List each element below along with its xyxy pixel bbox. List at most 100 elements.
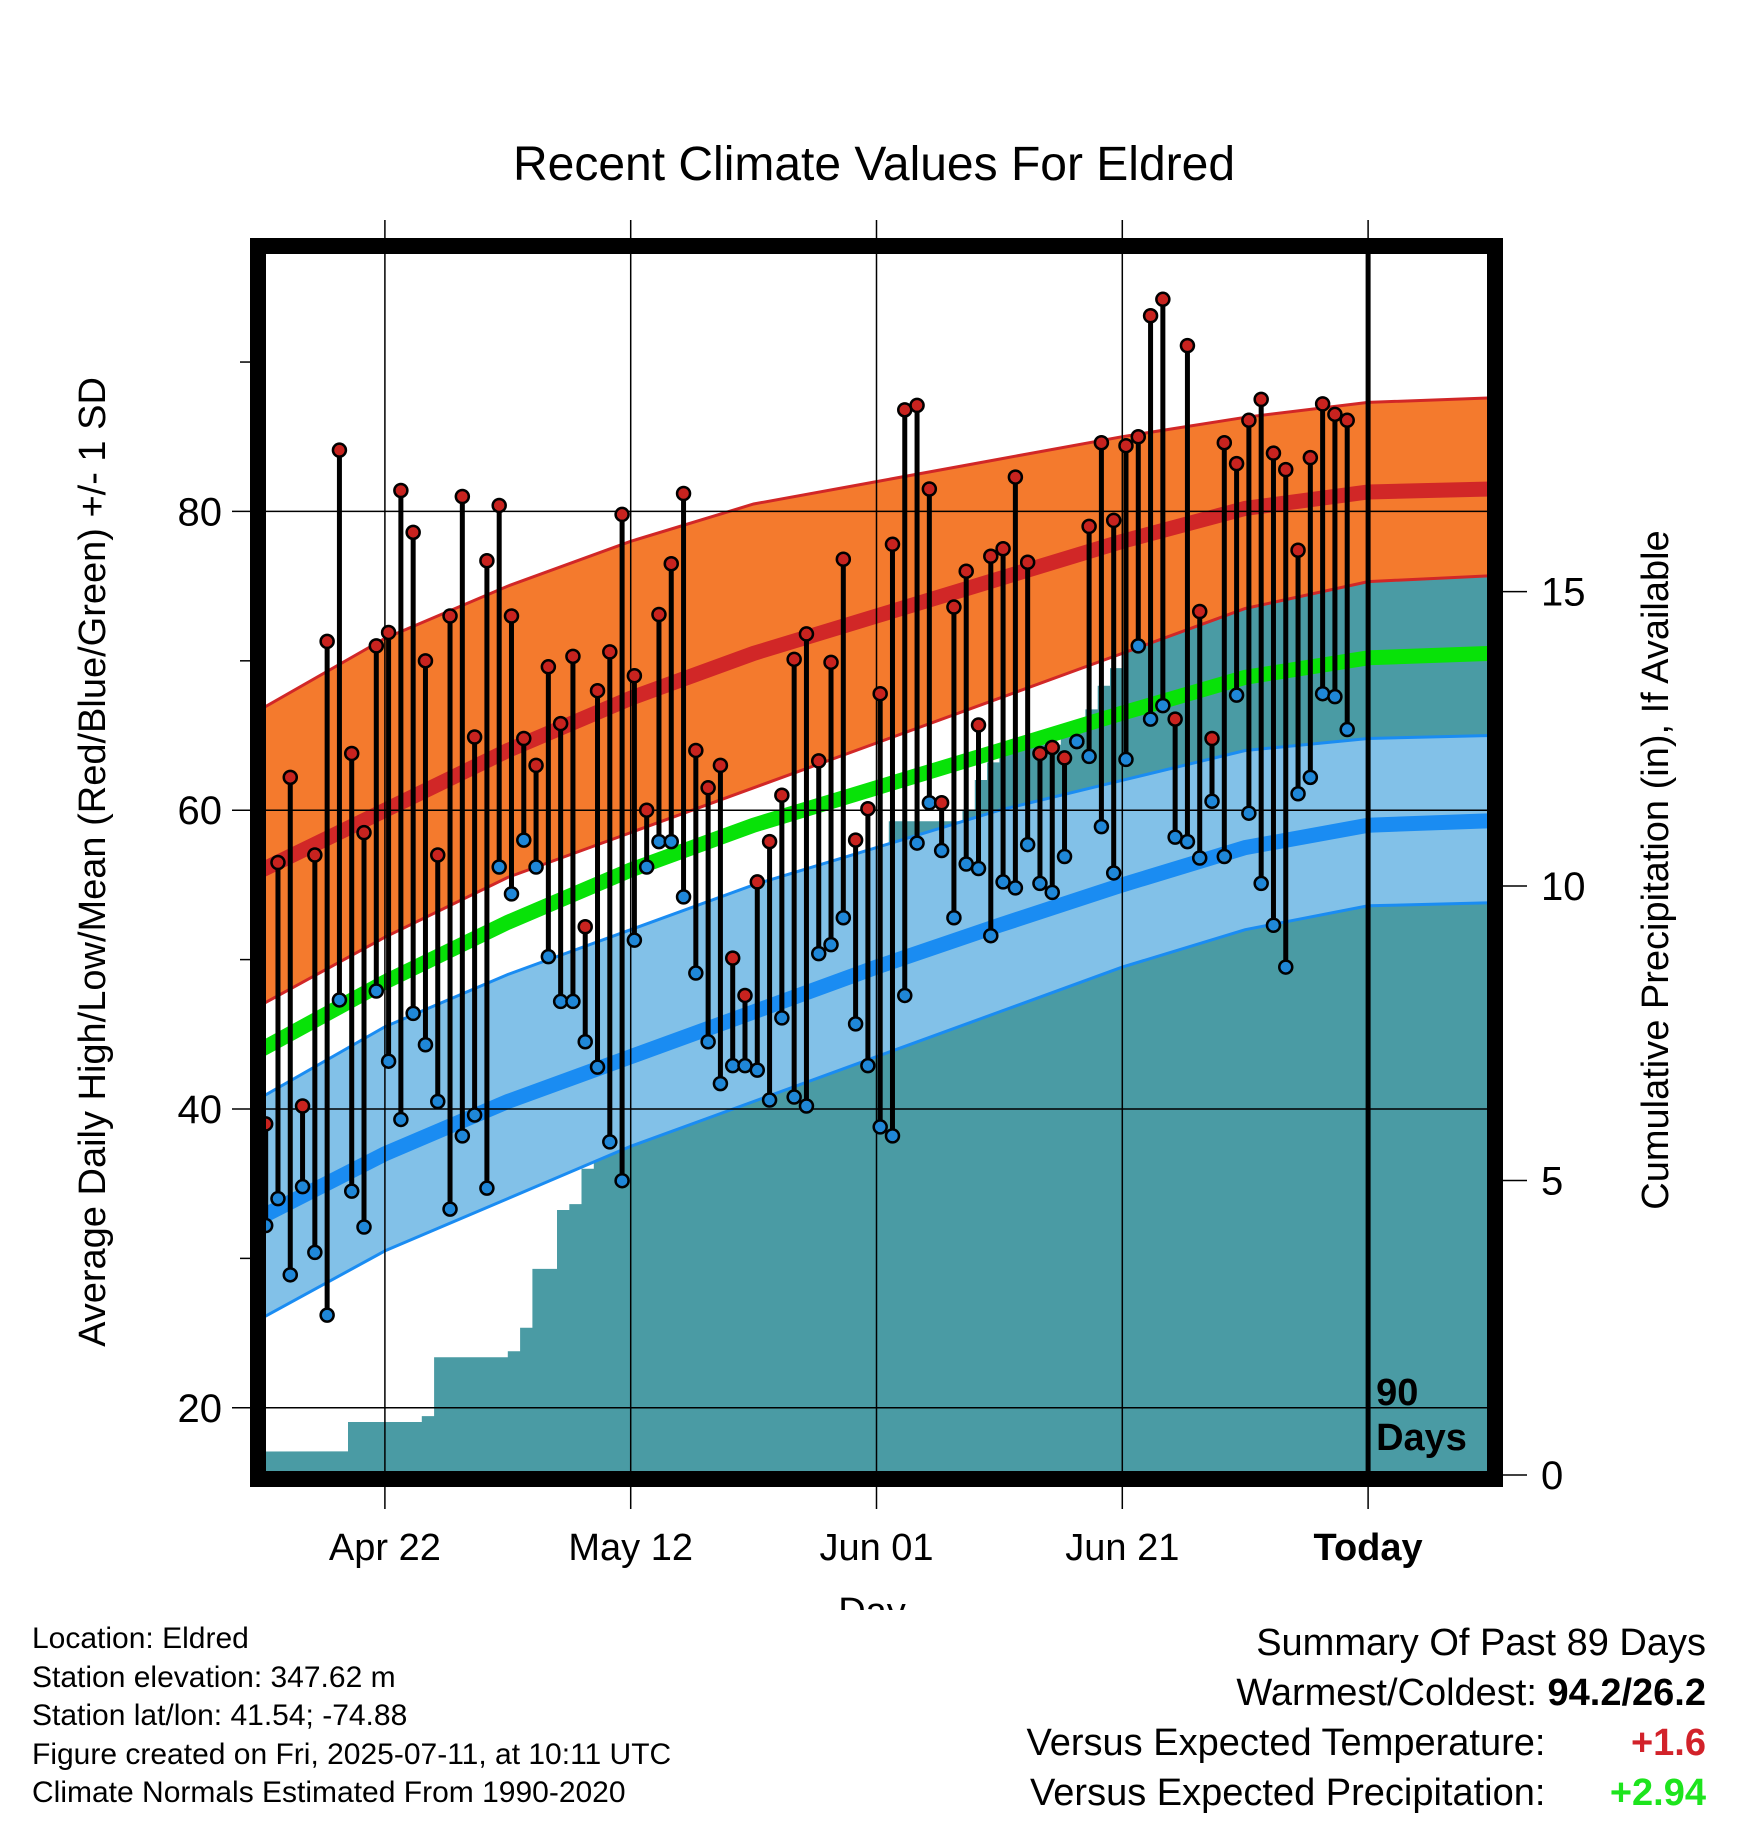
daily-low-point bbox=[688, 965, 704, 981]
daily-low-point bbox=[1019, 836, 1036, 853]
daily-low-point bbox=[1044, 884, 1060, 901]
daily-high-point bbox=[1241, 412, 1257, 429]
daily-low-point bbox=[872, 1119, 888, 1135]
climate-chart: Recent Climate Values For Eldred 90Days … bbox=[72, 138, 1677, 1610]
daily-low-point bbox=[774, 1010, 790, 1026]
daily-high-point bbox=[970, 717, 987, 733]
daily-high-point bbox=[798, 626, 815, 642]
daily-high-point bbox=[1179, 337, 1196, 354]
daily-low-point bbox=[528, 859, 544, 875]
daily-high-point bbox=[847, 832, 864, 848]
warm-cold-separator: / bbox=[1621, 1672, 1633, 1714]
daily-low-point bbox=[675, 889, 692, 905]
daily-high-point bbox=[749, 874, 766, 890]
daily-high-point bbox=[589, 682, 606, 699]
daily-low-point bbox=[1032, 875, 1048, 892]
daily-high-point bbox=[270, 854, 286, 871]
today-days-word: Days bbox=[1376, 1417, 1467, 1459]
daily-high-point bbox=[1130, 428, 1147, 445]
daily-low-point bbox=[331, 992, 348, 1008]
daily-low-point bbox=[847, 1016, 864, 1032]
plot-frame bbox=[250, 238, 1503, 1487]
daily-low-point bbox=[1093, 818, 1110, 835]
daily-high-point bbox=[1302, 449, 1319, 466]
daily-high-point bbox=[540, 659, 557, 675]
daily-low-point bbox=[294, 1178, 311, 1195]
daily-low-point bbox=[491, 859, 507, 875]
daily-high-point bbox=[1019, 554, 1036, 570]
daily-high-point bbox=[1265, 445, 1282, 461]
daily-low-point bbox=[1278, 959, 1294, 975]
warm-cold-value: 94.2/26.2 bbox=[1548, 1668, 1707, 1718]
y-tick-label: 80 bbox=[178, 490, 223, 534]
daily-high-point bbox=[835, 551, 852, 567]
daily-low-point bbox=[1228, 687, 1245, 703]
daily-low-point bbox=[1118, 751, 1134, 768]
today-days-number: 90 bbox=[1376, 1372, 1418, 1414]
y-axis-label: Average Daily High/Low/Mean (Red/Blue/Gr… bbox=[72, 377, 114, 1347]
daily-low-point bbox=[995, 874, 1011, 890]
daily-high-point bbox=[810, 753, 827, 769]
daily-high-point bbox=[1155, 291, 1171, 308]
daily-high-point bbox=[393, 482, 409, 499]
daily-low-point bbox=[1290, 786, 1306, 802]
chart-title: Recent Climate Values For Eldred bbox=[513, 138, 1235, 191]
x-tick-label: Apr 22 bbox=[329, 1527, 441, 1569]
latlon-text: Station lat/lon: 41.54; -74.88 bbox=[32, 1699, 408, 1732]
daily-low-point bbox=[884, 1128, 901, 1144]
temp-departure-value: +1.6 bbox=[1630, 1722, 1706, 1764]
daily-low-point bbox=[897, 987, 913, 1004]
daily-high-point bbox=[946, 599, 962, 615]
daily-high-point bbox=[921, 481, 938, 497]
daily-high-point bbox=[368, 638, 385, 654]
daily-low-point bbox=[1253, 875, 1269, 892]
daily-low-point bbox=[614, 1172, 630, 1189]
daily-high-point bbox=[1118, 437, 1134, 454]
daily-high-point bbox=[909, 397, 925, 414]
daily-high-point bbox=[786, 651, 802, 668]
daily-high-point bbox=[712, 757, 729, 774]
daily-high-point bbox=[356, 824, 372, 841]
daily-high-point bbox=[995, 541, 1011, 557]
daily-high-point bbox=[331, 442, 348, 458]
daily-low-point bbox=[589, 1059, 606, 1075]
daily-high-point bbox=[1142, 307, 1159, 324]
daily-low-point bbox=[1327, 688, 1343, 705]
daily-high-point bbox=[454, 488, 471, 505]
daily-high-point bbox=[1204, 730, 1220, 747]
daily-low-point bbox=[479, 1180, 495, 1196]
precip-departure-label: Versus Expected Precipitation: bbox=[1030, 1772, 1546, 1814]
daily-high-point bbox=[294, 1098, 311, 1114]
x-axis-label: Day bbox=[838, 1591, 906, 1610]
y-tick-label: 40 bbox=[178, 1088, 223, 1132]
daily-high-point bbox=[638, 802, 655, 818]
daily-high-point bbox=[688, 742, 704, 759]
y2-tick-label: 10 bbox=[1541, 865, 1586, 909]
daily-high-point bbox=[651, 606, 667, 623]
daily-high-point bbox=[1093, 434, 1110, 451]
summary-panel: Summary Of Past 89 Days Warmest/Coldest:… bbox=[1027, 1618, 1706, 1818]
daily-high-point bbox=[466, 729, 483, 745]
daily-low-point bbox=[1241, 805, 1257, 821]
daily-high-point bbox=[958, 563, 974, 579]
created-text: Figure created on Fri, 2025-07-11, at 10… bbox=[32, 1737, 672, 1771]
daily-low-point bbox=[810, 945, 827, 962]
warmest-value: 94.2 bbox=[1547, 1672, 1622, 1714]
daily-low-point bbox=[835, 910, 852, 926]
daily-high-point bbox=[700, 780, 716, 796]
daily-low-point bbox=[307, 1244, 323, 1261]
daily-low-point bbox=[1142, 711, 1159, 727]
station-info: Location: Eldred Station elevation: 347.… bbox=[32, 1620, 671, 1813]
daily-high-point bbox=[319, 633, 335, 650]
daily-low-point bbox=[1302, 769, 1319, 786]
y2-tick-label: 5 bbox=[1541, 1160, 1563, 1204]
daily-high-point bbox=[528, 757, 544, 774]
daily-low-point bbox=[1081, 748, 1097, 765]
daily-high-point bbox=[1167, 711, 1183, 727]
daily-high-point bbox=[1191, 603, 1208, 620]
location-text: Location: Eldred bbox=[32, 1622, 249, 1655]
daily-low-point bbox=[933, 842, 950, 859]
daily-high-point bbox=[1007, 469, 1024, 485]
y2-tick-label: 15 bbox=[1541, 571, 1586, 615]
